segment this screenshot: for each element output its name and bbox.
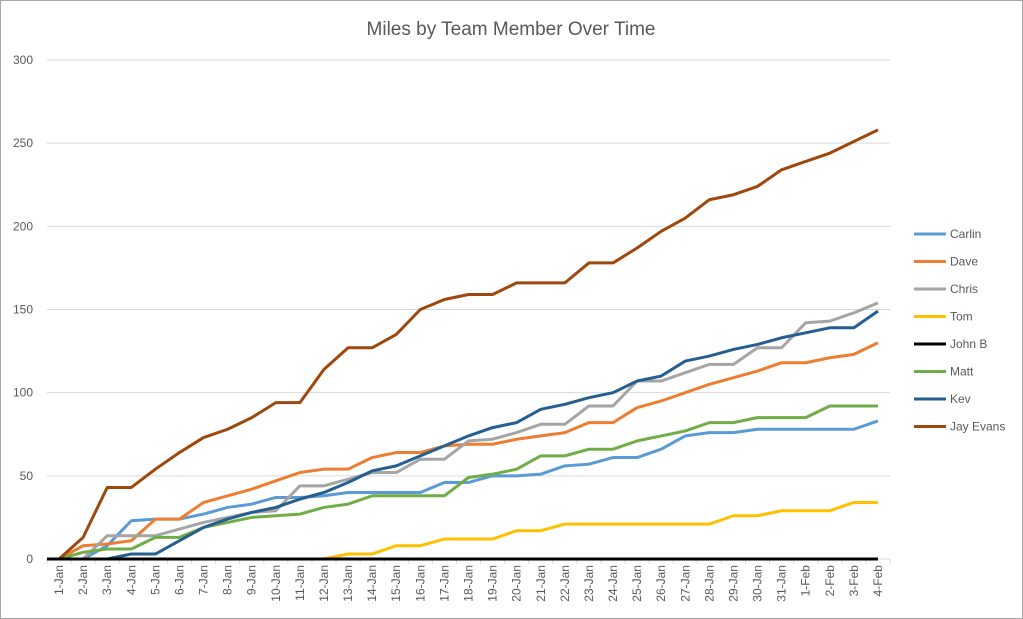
x-tick-label: 25-Jan [630,565,644,602]
x-tick-label: 14-Jan [365,565,379,602]
legend-item: Dave [914,255,978,269]
x-tick-label: 8-Jan [221,565,235,595]
legend: Carlin Dave Chris Tom John B Matt Kev Jay Evans [914,227,1005,434]
x-tick-label: 19-Jan [486,565,500,602]
x-tick-label: 20-Jan [510,565,524,602]
y-tick-label: 0 [26,552,33,566]
x-tick-label: 10-Jan [269,565,283,602]
series-line-chris [47,301,879,561]
x-tick-label: 24-Jan [606,565,620,602]
legend-label: Carlin [950,227,981,241]
x-tick-label: 15-Jan [389,565,403,602]
legend-item: Jay Evans [914,420,1005,434]
series-line-kev [47,309,879,561]
x-tick-label: 12-Jan [317,565,331,602]
legend-label: John B [950,337,987,351]
x-tick-label: 22-Jan [558,565,572,602]
y-tick-label: 150 [13,303,33,317]
x-axis: 1-Jan 2-Jan 3-Jan 4-Jan 5-Jan 6-Jan 7-Jan 8-Jan… [46,558,891,602]
x-tick-label: 5-Jan [148,565,162,595]
y-tick-label: 300 [13,53,33,67]
legend-item: Kev [914,392,971,406]
legend-item: Tom [914,310,973,324]
series-line-dave [47,341,879,561]
x-tick-label: 1-Feb [799,565,813,597]
x-tick-label: 26-Jan [654,565,668,602]
x-tick-label: 29-Jan [726,565,740,602]
x-tick-label: 2-Jan [76,565,90,595]
legend-item: Chris [914,282,978,296]
x-tick-label: 6-Jan [172,565,186,595]
legend-label: Jay Evans [950,420,1005,434]
legend-label: Kev [950,392,971,406]
y-tick-label: 100 [13,386,33,400]
legend-item: John B [914,337,987,351]
x-tick-label: 2-Feb [823,565,837,597]
x-tick-label: 30-Jan [751,565,765,602]
y-tick-label: 50 [20,469,34,483]
x-tick-label: 18-Jan [462,565,476,602]
legend-label: Matt [950,365,974,379]
x-tick-label: 31-Jan [775,565,789,602]
y-tick-label: 200 [13,219,33,233]
gridlines [47,59,890,477]
y-tick-label: 250 [13,136,33,150]
x-tick-label: 3-Feb [847,565,861,597]
legend-item: Matt [914,365,974,379]
x-tick-label: 4-Feb [871,565,885,597]
x-tick-label: 13-Jan [341,565,355,602]
legend-label: Dave [950,255,978,269]
x-tick-label: 16-Jan [413,565,427,602]
x-tick-label: 28-Jan [702,565,716,602]
chart-title: Miles by Team Member Over Time [367,19,656,40]
x-tick-label: 7-Jan [197,565,211,595]
x-tick-label: 11-Jan [293,565,307,601]
series-lines [47,128,879,561]
x-tick-label: 27-Jan [678,565,692,602]
legend-label: Tom [950,310,973,324]
series-line-matt [47,404,878,561]
x-tick-label: 17-Jan [437,565,451,602]
x-tick-label: 3-Jan [100,565,114,595]
x-tick-label: 23-Jan [582,565,596,602]
x-tick-label: 1-Jan [52,565,66,595]
series-line-jay-evans [47,128,879,561]
y-axis: 0 50 100 150 200 250 300 [13,53,33,566]
x-tick-label: 21-Jan [534,565,548,602]
legend-item: Carlin [914,227,981,241]
legend-label: Chris [950,282,978,296]
x-tick-label: 9-Jan [245,565,259,595]
x-tick-label: 4-Jan [124,565,138,595]
